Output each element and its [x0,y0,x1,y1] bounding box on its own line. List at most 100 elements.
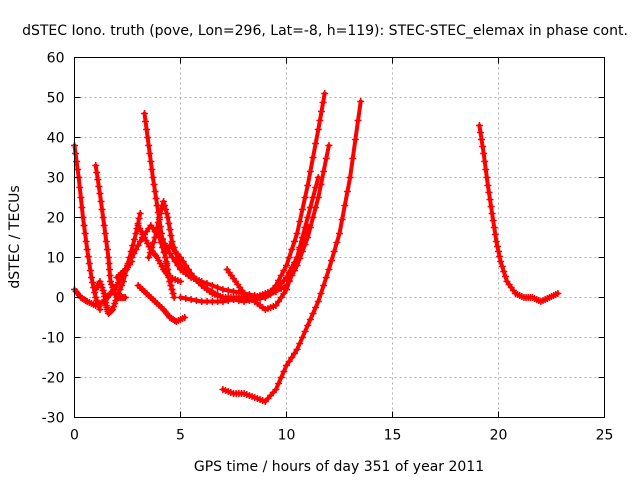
data-point-marker [156,210,164,217]
data-point-marker [165,220,173,227]
data-point-marker [177,278,184,285]
data-point-marker [168,238,176,245]
data-point-marker [167,232,175,239]
data-point-marker [136,210,144,217]
data-point-marker [142,118,150,125]
data-point-marker [486,196,494,203]
data-point-marker [298,206,306,213]
data-point-marker [235,295,243,302]
data-point-marker [114,290,122,297]
data-point-marker [481,158,489,165]
data-point-marker [312,304,320,311]
data-point-marker [140,110,148,117]
data-point-marker [146,249,154,256]
data-point-marker [487,203,495,210]
data-point-marker [309,154,317,161]
data-point-marker [151,234,159,241]
data-point-marker [495,248,502,255]
data-point-marker [296,218,304,225]
data-point-marker [301,230,309,237]
data-point-marker [149,239,157,246]
tick-labels: 0 5 10 15 20 25 -30 -20 -10 0 10 20 30 40 50 60 [42,51,614,444]
data-point-marker [102,238,110,245]
series-line [157,143,331,300]
data-point-marker [219,298,227,305]
data-point-marker [306,204,314,211]
data-point-marker [145,254,153,261]
data-point-marker [351,136,359,143]
data-point-marker [121,294,129,301]
data-point-marker [314,298,322,305]
data-point-marker [151,188,159,195]
data-point-marker [485,189,493,196]
x-tick-label: 5 [176,428,185,444]
data-point-marker [119,278,127,285]
data-point-marker [80,222,88,229]
data-point-marker [354,117,362,124]
data-point-marker [166,250,174,257]
grid [74,57,605,418]
data-point-marker [85,260,93,267]
data-point-marker [483,174,491,181]
data-point-marker [500,268,508,275]
data-point-marker [182,262,190,269]
data-point-marker [328,257,336,264]
data-point-marker [174,262,182,269]
data-point-marker [336,230,343,237]
data-point-marker [74,166,82,173]
data-point-marker [317,290,325,297]
data-point-marker [283,262,290,269]
data-point-marker [124,262,131,269]
data-point-marker [490,224,498,231]
data-point-marker [164,214,172,221]
data-point-marker [277,294,285,301]
data-point-marker [147,158,155,165]
data-point-marker [288,246,296,253]
data-point-marker [170,294,178,301]
data-point-marker [230,288,237,295]
data-point-marker [285,254,293,261]
data-point-marker [106,272,114,279]
data-point-marker [316,117,324,124]
data-point-marker [320,282,328,289]
data-point-marker [290,259,298,266]
data-point-marker [309,310,317,317]
data-point-marker [94,176,102,183]
data-point-marker [482,166,490,173]
data-point-marker [475,122,483,129]
data-point-marker [192,297,200,304]
data-point-marker [86,267,94,274]
data-point-marker [317,181,325,188]
y-tick-label: 40 [47,131,65,147]
data-point-marker [130,250,138,257]
data-point-marker [346,174,354,181]
x-tick-label: 0 [70,428,79,444]
data-point-marker [168,286,176,293]
data-point-marker [319,99,327,106]
data-point-marker [275,380,283,387]
data-point-marker [312,184,320,191]
data-point-marker [108,307,116,314]
data-point-marker [99,214,107,221]
data-point-marker [498,263,506,270]
data-point-marker [177,294,184,301]
data-point-marker [293,230,301,237]
data-point-marker [497,258,505,265]
data-series-pass-9 [145,90,329,305]
data-point-marker [81,230,89,237]
data-point-marker [280,290,288,297]
data-point-marker [285,278,293,285]
data-point-marker [97,198,105,205]
data-point-marker [488,210,496,217]
data-point-marker [96,190,104,197]
data-series-pass-14 [177,222,312,305]
data-point-marker [163,210,171,217]
data-point-marker [155,214,163,221]
data-point-marker [304,182,312,189]
data-point-marker [492,238,500,245]
data-point-marker [128,254,136,261]
data-point-marker [296,246,304,253]
data-point-marker [325,142,333,149]
data-point-marker [325,266,333,273]
data-point-marker [135,215,143,222]
